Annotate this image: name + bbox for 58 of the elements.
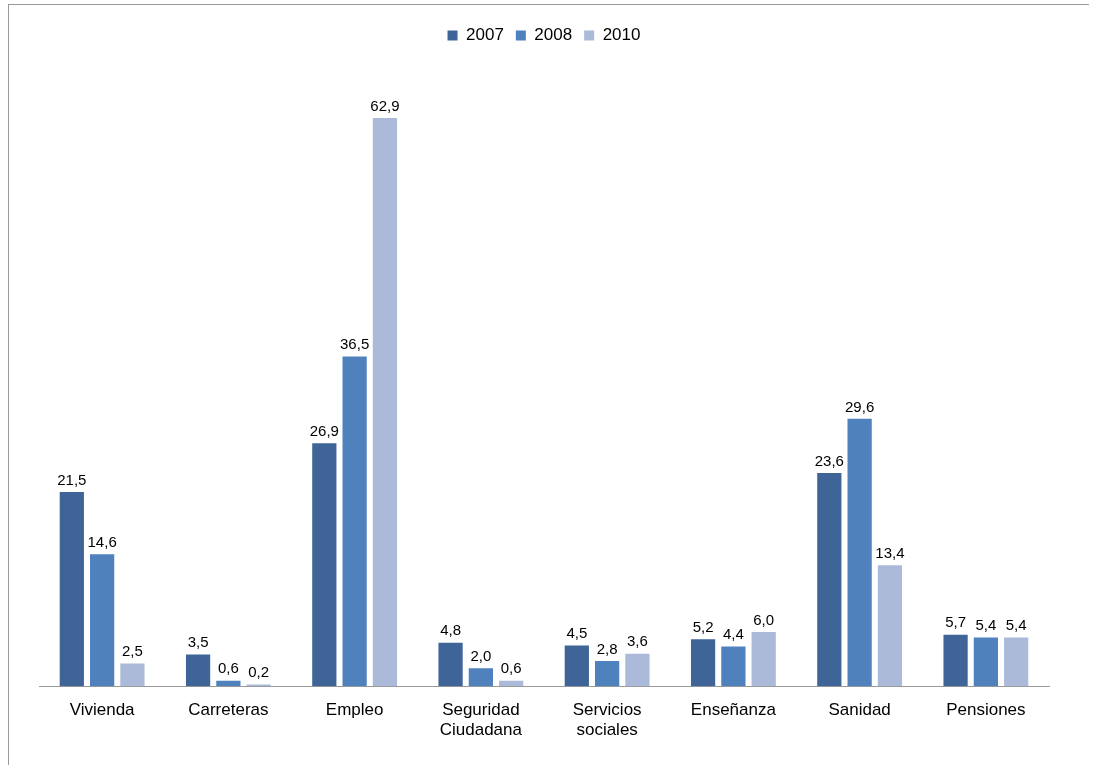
data-label: 5,2 [692, 617, 714, 635]
x-tick-label: Sanidad [828, 700, 891, 720]
bar [564, 645, 589, 687]
data-label: 3,6 [627, 632, 648, 650]
bar [751, 632, 776, 687]
data-label: 62,9 [370, 96, 400, 114]
data-label: 29,6 [845, 397, 875, 415]
data-label: 5,4 [975, 616, 997, 634]
bar [1004, 637, 1029, 687]
data-label: 3,5 [187, 633, 209, 651]
data-label: 4,8 [440, 621, 461, 639]
bar [438, 642, 463, 687]
x-tick-label: Servicios sociales [572, 700, 642, 740]
x-tick-label: Seguridad Ciudadana [439, 700, 523, 740]
bar [312, 443, 337, 687]
bar [595, 660, 620, 687]
bar [59, 492, 84, 687]
x-tick-label: Empleo [325, 700, 384, 720]
bar [120, 663, 145, 687]
bar [847, 418, 872, 687]
data-label: 5,4 [1005, 616, 1027, 634]
bar [721, 646, 746, 687]
data-label: 6,0 [753, 610, 775, 628]
data-label: 2,8 [596, 639, 618, 657]
legend-label: 2010 [602, 25, 641, 45]
bar [690, 639, 716, 687]
legend-label: 2007 [466, 25, 504, 45]
data-label: 2,5 [122, 642, 143, 660]
x-tick-label: Vivienda [69, 700, 136, 720]
data-label: 26,9 [309, 421, 339, 439]
x-tick-label: Carreteras [188, 700, 269, 720]
bar [185, 654, 211, 687]
data-label: 23,6 [814, 451, 844, 469]
data-label: 21,5 [57, 470, 87, 488]
bar [973, 637, 998, 687]
data-label: 4,5 [566, 624, 588, 642]
bar [943, 634, 968, 687]
bar [342, 356, 367, 687]
bar [817, 473, 842, 687]
legend-label: 2008 [534, 25, 573, 45]
bar [216, 680, 241, 687]
bar [468, 668, 493, 687]
data-label: 0,2 [248, 663, 270, 681]
data-label: 2,0 [470, 646, 492, 664]
data-label: 36,5 [340, 335, 370, 353]
bar [499, 680, 524, 687]
data-label: 13,4 [875, 543, 905, 561]
data-label: 14,6 [87, 532, 117, 550]
bar [90, 554, 115, 687]
bar [372, 118, 398, 687]
data-label: 0,6 [500, 659, 522, 677]
x-tick-label: Enseñanza [690, 700, 777, 720]
data-label: 5,7 [945, 613, 966, 631]
data-label: 4,4 [722, 625, 744, 643]
data-label: 0,6 [217, 659, 239, 677]
bar [625, 653, 650, 687]
bar [877, 565, 903, 687]
x-tick-label: Pensiones [946, 700, 1026, 720]
